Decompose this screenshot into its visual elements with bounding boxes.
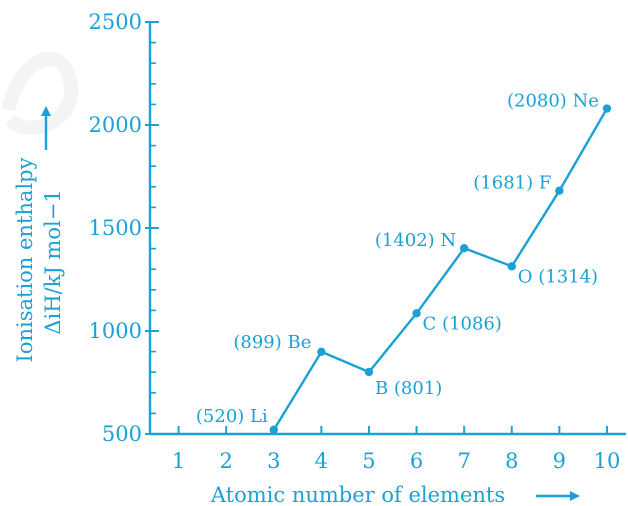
data-point bbox=[364, 367, 374, 377]
y-tick-label: 1500 bbox=[89, 216, 142, 240]
x-tick-label: 2 bbox=[219, 449, 232, 473]
data-point bbox=[507, 262, 516, 271]
y-title-arrowhead bbox=[41, 106, 51, 116]
x-tick-label: 3 bbox=[267, 449, 280, 473]
axes bbox=[148, 22, 626, 436]
data-label: (1402) N bbox=[375, 230, 456, 251]
data-label: (899) Be bbox=[233, 332, 311, 353]
x-tick-label: 8 bbox=[505, 449, 518, 473]
x-tick-label: 6 bbox=[410, 449, 423, 473]
x-tick-label: 10 bbox=[594, 449, 621, 473]
x-tick-label: 1 bbox=[172, 449, 185, 473]
y-tick-label: 2500 bbox=[89, 10, 142, 34]
y-tick-label: 500 bbox=[102, 422, 142, 446]
ticks: 500 1000 1500 2000 2500 1 2 3 4 5 6 7 8 9 10 bbox=[89, 10, 621, 473]
data-label: O (1314) bbox=[518, 266, 598, 287]
point-labels: (520) Li (899) Be B (801) C (1086) (1402) N O… bbox=[196, 91, 599, 427]
data-point bbox=[269, 425, 278, 435]
data-label: (520) Li bbox=[196, 406, 268, 427]
y-tick-label: 1000 bbox=[89, 319, 142, 343]
data-point bbox=[459, 243, 469, 253]
data-label: (1681) F bbox=[473, 173, 551, 194]
y-tick-label: 2000 bbox=[89, 113, 142, 137]
data-point bbox=[555, 186, 564, 195]
x-axis-title: Atomic number of elements bbox=[210, 483, 505, 506]
x-title-arrowhead bbox=[570, 491, 580, 501]
data-point bbox=[317, 347, 326, 357]
data-point bbox=[412, 309, 421, 318]
x-tick-label: 9 bbox=[553, 449, 566, 473]
y-axis-unit: ΔiH/kJ mol−1 bbox=[41, 189, 65, 334]
watermark bbox=[1, 51, 79, 135]
data-label: (2080) Ne bbox=[507, 91, 599, 112]
x-tick-label: 5 bbox=[362, 449, 375, 473]
y-axis-title: Ionisation enthalpy bbox=[13, 157, 37, 362]
x-tick-label: 4 bbox=[315, 449, 328, 473]
series-line bbox=[272, 107, 609, 431]
data-label: C (1086) bbox=[423, 313, 502, 334]
x-tick-label: 7 bbox=[457, 449, 470, 473]
data-point bbox=[602, 104, 612, 113]
series bbox=[269, 104, 612, 435]
data-label: B (801) bbox=[375, 378, 442, 399]
